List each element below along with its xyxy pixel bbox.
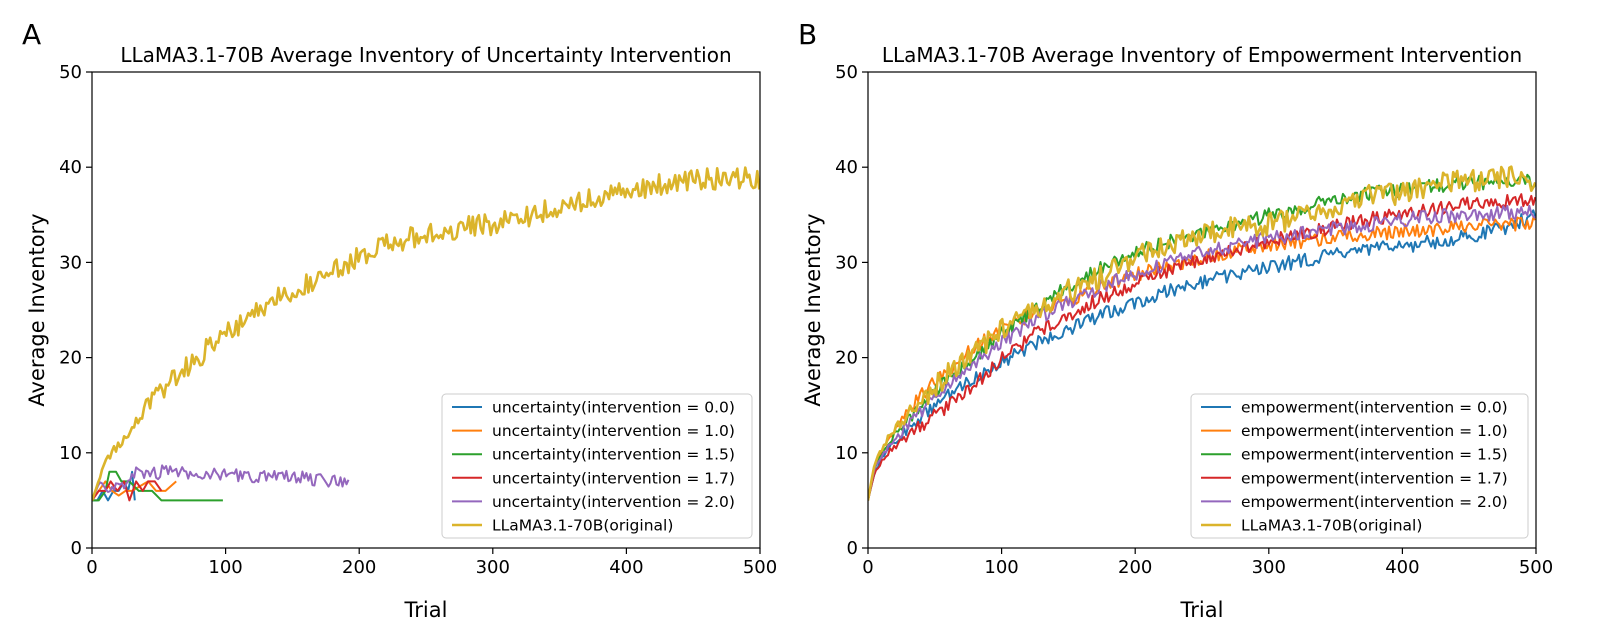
panel-letter: B	[798, 18, 817, 51]
x-tick-label: 300	[1252, 557, 1286, 578]
chart-title: LLaMA3.1-70B Average Inventory of Uncert…	[120, 43, 731, 67]
x-tick-label: 500	[743, 557, 777, 578]
series-line	[868, 193, 1536, 501]
legend-label: empowerment(intervention = 0.0)	[1241, 399, 1508, 417]
legend-label: empowerment(intervention = 1.5)	[1241, 446, 1508, 464]
series-line	[868, 204, 1536, 501]
x-tick-label: 500	[1519, 557, 1553, 578]
y-tick-label: 30	[59, 252, 82, 273]
y-tick-label: 40	[59, 157, 82, 178]
legend-label: empowerment(intervention = 1.7)	[1241, 469, 1508, 487]
x-axis-label: Trial	[1180, 598, 1224, 622]
y-tick-label: 40	[835, 157, 858, 178]
legend-label: uncertainty(intervention = 1.0)	[492, 422, 735, 440]
legend-label: empowerment(intervention = 1.0)	[1241, 422, 1508, 440]
y-tick-label: 20	[835, 348, 858, 369]
series-line	[92, 166, 760, 501]
x-tick-label: 400	[609, 557, 643, 578]
legend-label: LLaMA3.1-70B(original)	[492, 517, 673, 535]
y-tick-label: 0	[71, 538, 82, 559]
x-tick-label: 400	[1385, 557, 1419, 578]
y-tick-label: 20	[59, 348, 82, 369]
y-tick-label: 0	[847, 538, 858, 559]
x-tick-label: 100	[984, 557, 1018, 578]
legend-label: empowerment(intervention = 2.0)	[1241, 493, 1508, 511]
x-tick-label: 200	[1118, 557, 1152, 578]
legend-label: LLaMA3.1-70B(original)	[1241, 517, 1422, 535]
legend-label: uncertainty(intervention = 1.7)	[492, 469, 735, 487]
x-tick-label: 200	[342, 557, 376, 578]
y-tick-label: 10	[59, 443, 82, 464]
x-axis-label: Trial	[404, 598, 448, 622]
legend-box	[1190, 393, 1529, 539]
chart-title: LLaMA3.1-70B Average Inventory of Empowe…	[882, 43, 1522, 67]
series-group	[868, 165, 1536, 501]
y-tick-label: 30	[835, 252, 858, 273]
panel-letter: A	[22, 18, 41, 51]
series-line	[868, 209, 1536, 501]
panel-a: A LLaMA3.1-70B Average Inventory of Uncer…	[22, 18, 777, 622]
series-line	[92, 480, 163, 502]
series-line	[92, 464, 350, 501]
x-tick-label: 0	[86, 557, 97, 578]
legend-box	[441, 393, 753, 539]
x-tick-label: 100	[208, 557, 242, 578]
plot-frame	[91, 71, 761, 549]
plot-frame	[867, 71, 1537, 549]
legend-label: uncertainty(intervention = 2.0)	[492, 493, 735, 511]
series-group	[92, 166, 760, 502]
legend: empowerment(intervention = 0.0) empowerme…	[1190, 393, 1529, 539]
y-tick-label: 50	[59, 62, 82, 83]
x-tick-label: 300	[476, 557, 510, 578]
x-tick-label: 0	[862, 557, 873, 578]
series-line	[868, 165, 1536, 501]
y-tick-label: 50	[835, 62, 858, 83]
legend: uncertainty(intervention = 0.0) uncertain…	[441, 393, 753, 539]
y-axis-label: Average Inventory	[801, 213, 825, 406]
y-tick-label: 10	[835, 443, 858, 464]
series-line	[92, 480, 177, 501]
panel-b: B LLaMA3.1-70B Average Inventory of Empow…	[798, 18, 1553, 622]
legend-label: uncertainty(intervention = 0.0)	[492, 399, 735, 417]
y-axis-label: Average Inventory	[25, 213, 49, 406]
legend-label: uncertainty(intervention = 1.5)	[492, 446, 735, 464]
